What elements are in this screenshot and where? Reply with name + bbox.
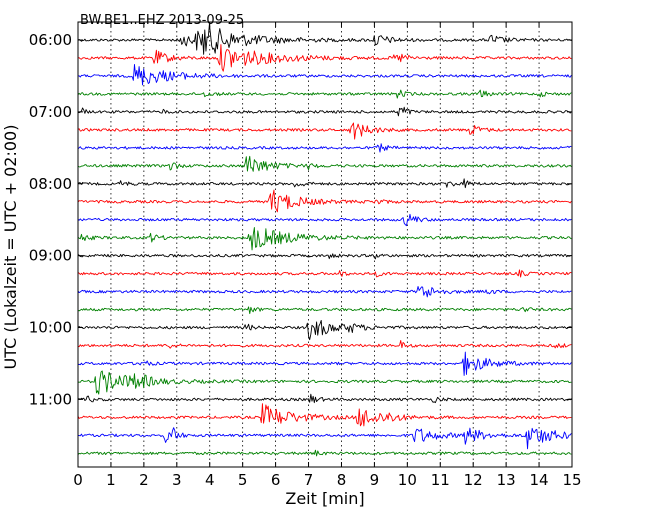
x-tick-label: 12 xyxy=(464,471,483,489)
x-tick-label: 4 xyxy=(205,471,215,489)
trace-group xyxy=(77,23,572,457)
y-tick-label: 07:00 xyxy=(29,103,72,121)
x-tick-label: 5 xyxy=(238,471,248,489)
plot-frame xyxy=(77,21,573,468)
trace-line xyxy=(77,122,572,140)
trace-line xyxy=(77,227,572,251)
x-tick-label: 2 xyxy=(139,471,149,489)
trace-line xyxy=(77,351,572,376)
y-tick-label: 06:00 xyxy=(29,31,72,49)
trace-line xyxy=(77,189,572,213)
x-tick-label: 13 xyxy=(497,471,516,489)
trace-line xyxy=(77,269,572,278)
y-tick-label: 08:00 xyxy=(29,175,72,193)
x-tick-label: 6 xyxy=(271,471,281,489)
trace-line xyxy=(77,89,572,99)
x-axis-label: Zeit [min] xyxy=(285,489,364,508)
trace-line xyxy=(77,285,572,298)
trace-line xyxy=(77,178,572,189)
trace-line xyxy=(77,143,572,153)
y-tick-label: 10:00 xyxy=(29,319,72,337)
x-tick-label: 0 xyxy=(73,471,83,489)
trace-line xyxy=(77,106,572,117)
trace-line xyxy=(77,253,572,260)
x-tick-label: 14 xyxy=(530,471,549,489)
chart-title: BW.BE1..EHZ 2013-09-25 xyxy=(80,13,244,28)
trace-line xyxy=(77,213,572,227)
trace-line xyxy=(77,23,572,55)
trace-line xyxy=(77,427,572,450)
trace-line xyxy=(77,449,572,457)
x-tick-label: 8 xyxy=(337,471,347,489)
y-axis-label: UTC (Lokalzeit = UTC + 02:00) xyxy=(1,125,20,370)
x-tick-label: 7 xyxy=(304,471,314,489)
x-tick-label: 10 xyxy=(398,471,417,489)
x-tick-label: 15 xyxy=(562,471,581,489)
trace-line xyxy=(77,44,572,72)
trace-line xyxy=(77,403,572,427)
trace-line xyxy=(77,306,572,315)
trace-line xyxy=(77,155,572,172)
trace-line xyxy=(77,370,572,395)
x-tick-label: 3 xyxy=(172,471,182,489)
tick-group: 0 1 2 3 4 5 6 7 8 9 10 11 12 13 14 1506:0007:0008:0009:… xyxy=(29,22,582,489)
trace-line xyxy=(77,64,572,86)
x-tick-label: 11 xyxy=(431,471,450,489)
y-tick-label: 09:00 xyxy=(29,247,72,265)
x-tick-label: 1 xyxy=(106,471,116,489)
trace-line xyxy=(77,340,572,349)
grid-lines xyxy=(110,22,540,467)
trace-line xyxy=(77,393,572,404)
trace-line xyxy=(77,319,572,341)
x-tick-label: 9 xyxy=(370,471,380,489)
y-tick-label: 11:00 xyxy=(29,390,72,408)
